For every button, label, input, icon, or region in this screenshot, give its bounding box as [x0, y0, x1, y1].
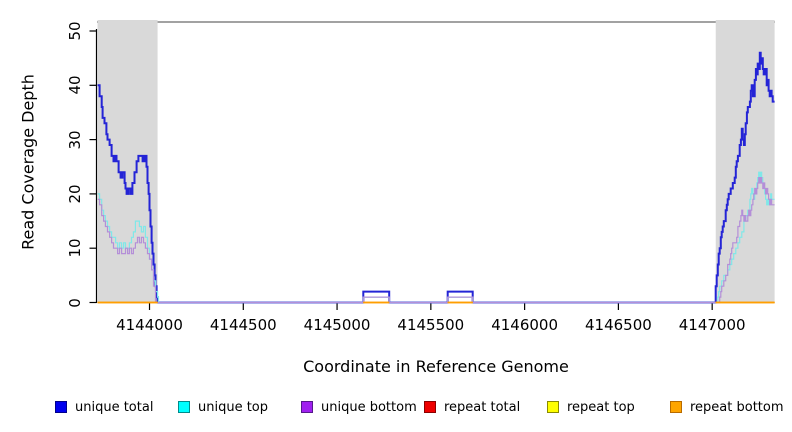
y-tick-label: 40 — [66, 75, 84, 95]
x-tick-label: 4146000 — [491, 316, 559, 334]
x-tick-label: 4147000 — [678, 316, 746, 334]
legend-swatch-icon — [178, 401, 190, 413]
series-line-unique-bottom — [97, 177, 775, 304]
x-tick-label: 4144000 — [116, 316, 183, 334]
legend-label: repeat top — [567, 399, 635, 415]
x-tick-label: 4144500 — [209, 316, 277, 334]
legend-label: unique bottom — [321, 399, 417, 415]
y-tick-label: 50 — [66, 21, 84, 41]
legend-swatch-icon — [424, 401, 436, 413]
legend-swatch-icon — [670, 401, 682, 413]
x-tick-label: 4146500 — [584, 316, 652, 334]
legend: unique total unique top unique bottom repea… — [0, 399, 792, 417]
y-tick-label: 0 — [66, 297, 84, 308]
legend-label: unique total — [75, 399, 154, 415]
series-line-unique-top — [97, 171, 775, 304]
legend-label: repeat bottom — [690, 399, 784, 415]
y-tick-label: 30 — [66, 130, 84, 150]
legend-swatch-icon — [55, 401, 67, 413]
legend-item-unique-top: unique top — [178, 399, 268, 415]
legend-swatch-icon — [547, 401, 559, 413]
legend-item-unique-total: unique total — [55, 399, 153, 415]
legend-label: unique top — [198, 399, 269, 415]
repeat-region-shading — [715, 20, 775, 303]
y-axis-title: Read Coverage Depth — [18, 74, 38, 250]
x-tick-label: 4145000 — [303, 316, 371, 334]
y-tick-label: 20 — [66, 184, 84, 204]
x-tick-label: 4145500 — [397, 316, 465, 334]
legend-item-repeat-total: repeat total — [424, 399, 520, 415]
legend-item-repeat-bottom: repeat bottom — [670, 399, 784, 415]
repeat-region-shading — [97, 20, 158, 303]
y-tick-label: 10 — [66, 238, 84, 258]
series-line-unique-total — [97, 51, 775, 304]
legend-swatch-icon — [301, 401, 313, 413]
legend-item-repeat-top: repeat top — [547, 399, 635, 415]
legend-label: repeat total — [444, 399, 521, 415]
x-axis-title: Coordinate in Reference Genome — [303, 357, 569, 376]
legend-item-unique-bottom: unique bottom — [301, 399, 417, 415]
